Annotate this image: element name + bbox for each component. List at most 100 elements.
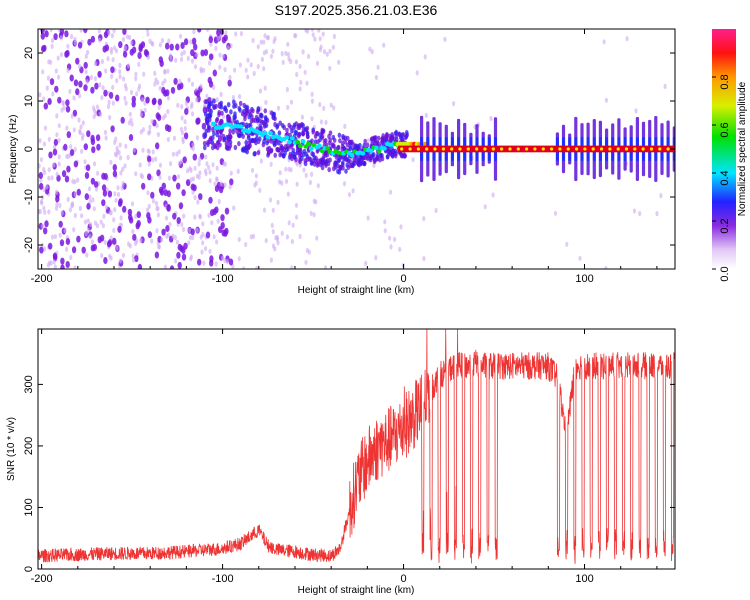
noise-speckle	[223, 229, 228, 237]
noise-speckle	[221, 53, 225, 60]
ridge-cell	[314, 130, 319, 136]
carrier-peak	[425, 147, 429, 151]
noise-speckle	[220, 222, 225, 229]
noise-speckle	[179, 56, 184, 63]
noise-speckle	[55, 201, 59, 207]
ridge-cell	[247, 123, 251, 129]
noise-speckle	[124, 86, 128, 92]
noise-speckle	[376, 64, 380, 70]
noise-speckle	[43, 227, 48, 235]
noise-speckle	[366, 215, 370, 221]
noise-speckle	[198, 214, 202, 220]
noise-speckle	[63, 143, 68, 151]
noise-speckle	[271, 207, 275, 213]
noise-speckle	[294, 202, 299, 208]
ridge-core	[265, 134, 271, 140]
noise-speckle	[73, 79, 79, 87]
noise-speckle	[219, 34, 223, 40]
ridge-cell	[323, 159, 328, 165]
noise-speckle	[63, 227, 67, 234]
ridge-cell	[339, 154, 343, 160]
y-tick-label: 20	[23, 47, 35, 59]
noise-speckle	[209, 255, 214, 263]
noise-speckle	[265, 35, 269, 41]
noise-speckle	[113, 139, 117, 146]
noise-speckle	[182, 213, 186, 219]
noise-speckle	[383, 228, 387, 234]
noise-speckle	[150, 40, 154, 46]
noise-speckle	[79, 124, 83, 130]
ridge-cell	[301, 131, 305, 137]
noise-speckle	[286, 41, 290, 47]
noise-speckle	[195, 52, 199, 58]
noise-speckle	[655, 211, 659, 217]
carrier-peak	[658, 147, 662, 151]
noise-speckle	[54, 189, 59, 195]
ridge-cell	[307, 156, 312, 162]
noise-speckle	[205, 93, 209, 99]
noise-speckle	[189, 254, 193, 260]
noise-speckle	[108, 210, 112, 216]
ridge-cell	[235, 119, 239, 125]
noise-speckle	[195, 227, 199, 233]
noise-speckle	[192, 153, 197, 161]
noise-speckle	[170, 86, 176, 94]
noise-speckle	[116, 185, 120, 191]
noise-speckle	[84, 53, 88, 60]
noise-speckle	[298, 63, 302, 69]
carrier-peak	[566, 147, 570, 151]
noise-speckle	[98, 111, 102, 117]
noise-speckle	[130, 121, 134, 127]
noise-speckle	[308, 179, 312, 186]
noise-speckle	[122, 50, 128, 58]
noise-speckle	[91, 146, 96, 154]
ridge-cell	[327, 133, 331, 139]
noise-speckle	[50, 37, 55, 44]
noise-speckle	[92, 206, 96, 212]
noise-speckle	[160, 237, 164, 243]
carrier-peak	[550, 147, 554, 151]
noise-speckle	[112, 237, 117, 245]
ridge-cell	[332, 137, 337, 143]
noise-speckle	[43, 125, 48, 131]
noise-speckle	[374, 255, 378, 261]
noise-speckle	[127, 208, 133, 216]
noise-speckle	[489, 115, 493, 122]
snr-line	[38, 329, 675, 564]
noise-speckle	[99, 219, 103, 225]
noise-speckle	[70, 113, 74, 119]
noise-speckle	[199, 66, 203, 72]
ridge-cell	[346, 135, 350, 141]
noise-speckle	[307, 53, 311, 60]
noise-speckle	[195, 117, 200, 125]
noise-speckle	[106, 104, 111, 110]
noise-speckle	[103, 257, 108, 264]
ridge-cell	[397, 131, 401, 137]
noise-speckle	[198, 193, 203, 201]
noise-speckle	[140, 174, 144, 180]
noise-speckle	[625, 36, 629, 42]
noise-speckle	[104, 68, 108, 74]
ridge-cell	[212, 103, 216, 110]
noise-speckle	[104, 204, 109, 210]
ridge-cell	[341, 133, 345, 140]
noise-speckle	[124, 100, 128, 106]
noise-speckle	[164, 124, 170, 132]
noise-speckle	[158, 85, 162, 91]
noise-speckle	[139, 237, 143, 243]
noise-speckle	[136, 211, 141, 219]
noise-speckle	[40, 29, 45, 34]
noise-speckle	[93, 76, 97, 82]
carrier-peak	[624, 147, 629, 151]
noise-speckle	[90, 239, 94, 245]
ridge-cell	[305, 133, 310, 139]
noise-speckle	[58, 220, 63, 228]
noise-speckle	[158, 162, 163, 168]
ridge-cell	[236, 132, 241, 138]
noise-speckle	[213, 181, 217, 187]
noise-speckle	[141, 147, 145, 153]
ridge-cell	[206, 139, 210, 146]
noise-speckle	[237, 256, 241, 262]
ridge-cell	[338, 138, 342, 144]
snr-y-axis-label: SNR (10 * v/v)	[6, 417, 17, 481]
